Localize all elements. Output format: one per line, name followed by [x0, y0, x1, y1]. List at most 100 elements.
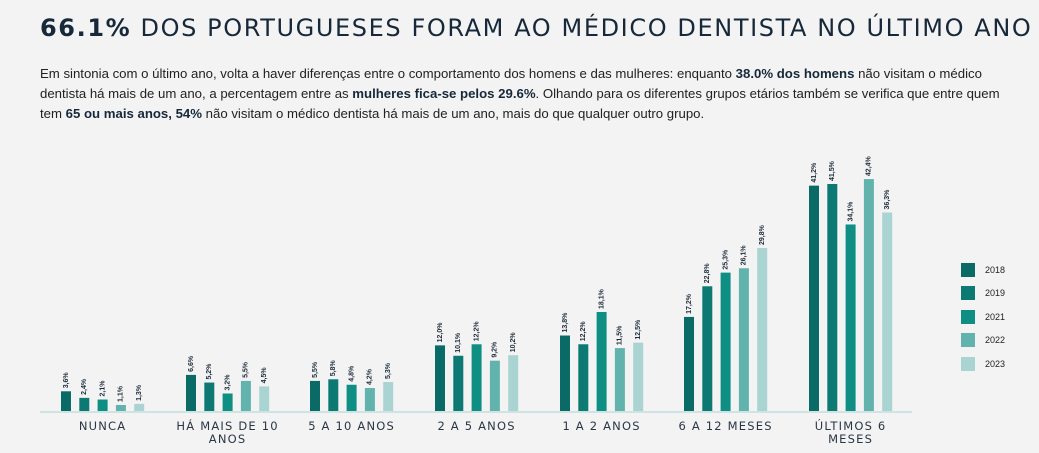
category-label-line: 1 A 2 ANOS	[562, 419, 641, 433]
data-label-2018-2: 5,5%	[312, 361, 319, 378]
data-label-2018-6: 41,2%	[811, 162, 818, 183]
intro-text-3: . Olhando para os diferentes grupos etár…	[40, 86, 1000, 121]
bar-2023-1	[259, 386, 270, 411]
bar-2021-3	[471, 344, 482, 411]
data-label-2021-6: 34,1%	[847, 201, 854, 222]
legend-swatch	[961, 262, 975, 277]
category-label-2: 5 A 10 ANOS	[292, 420, 412, 433]
bar-2022-6	[863, 179, 874, 411]
data-label-2023-1: 4,5%	[261, 367, 268, 384]
data-label-2022-2: 4,2%	[367, 368, 374, 385]
data-label-2023-5: 29,8%	[759, 224, 766, 245]
bar-2019-0	[79, 397, 90, 411]
bar-2022-5	[738, 268, 749, 411]
data-label-2022-0: 1,1%	[118, 385, 125, 402]
category-label-line: 2 A 5 ANOS	[437, 419, 516, 433]
bar-2023-4	[633, 342, 644, 411]
bar-2019-3	[453, 355, 464, 411]
data-label-2019-0: 2,4%	[81, 378, 88, 395]
data-label-2023-2: 5,3%	[385, 362, 392, 379]
legend-item-2022: 2022	[961, 329, 1005, 353]
bar-2023-3	[508, 355, 519, 411]
bar-2018-3	[435, 345, 445, 411]
bar-2023-5	[757, 247, 768, 411]
data-label-2018-5: 17,2%	[686, 293, 693, 314]
bar-2021-1	[222, 393, 233, 411]
data-label-2022-3: 9,2%	[492, 341, 499, 358]
bar-2021-6	[845, 224, 856, 411]
data-label-2023-0: 1,3%	[136, 384, 143, 401]
bar-2019-2	[328, 379, 339, 411]
intro-text-2: não visitam o médico dentista há mais de…	[40, 66, 982, 101]
category-label-line: 6 A 12 MESES	[678, 419, 773, 433]
category-label-6: ÚLTIMOS 6 MESES	[791, 420, 911, 446]
bar-2018-1	[186, 374, 196, 411]
legend-swatch	[961, 286, 975, 301]
bar-2023-0	[134, 403, 145, 411]
legend-item-2021: 2021	[961, 305, 1005, 329]
intro-text-4: não visitam o médico dentista há mais de…	[202, 106, 705, 121]
data-label-2021-5: 25,3%	[722, 249, 729, 270]
bar-2018-0	[61, 391, 71, 411]
intro-bold-1: 38.0% dos homens	[735, 66, 855, 81]
data-label-2019-1: 5,2%	[206, 363, 213, 380]
data-label-2021-3: 12,2%	[473, 321, 480, 342]
data-label-2022-6: 42,4%	[866, 155, 873, 176]
intro-paragraph: Em sintonia com o último ano, volta a ha…	[40, 64, 1000, 124]
bar-2018-5	[684, 316, 694, 411]
data-label-2023-6: 36,3%	[884, 189, 891, 210]
data-label-2023-4: 12,5%	[635, 319, 642, 340]
data-label-2022-4: 11,5%	[617, 325, 624, 345]
bar-2022-3	[489, 360, 500, 411]
title-text: DOS PORTUGUESES FORAM AO MÉDICO DENTISTA…	[140, 14, 1033, 42]
page-title: 66.1% DOS PORTUGUESES FORAM AO MÉDICO DE…	[40, 14, 1032, 42]
legend-swatch	[961, 333, 975, 348]
category-label-line: 5 A 10 ANOS	[308, 419, 395, 433]
data-label-2022-5: 26,1%	[741, 245, 748, 266]
legend-swatch	[961, 309, 975, 324]
data-label-2021-2: 4,8%	[348, 365, 355, 382]
intro-bold-3: 65 ou mais anos, 54%	[65, 106, 202, 121]
intro-bold-2: mulheres fica-se pelos 29.6%	[352, 86, 536, 101]
category-label-line: HÁ MAIS DE 10	[176, 419, 279, 433]
bar-2018-2	[310, 380, 320, 411]
data-label-2019-5: 22,8%	[704, 263, 711, 284]
category-label-line: ÚLTIMOS 6 MESES	[814, 419, 887, 446]
title-highlight: 66.1%	[40, 14, 132, 42]
bar-2019-5	[702, 286, 713, 411]
data-label-2018-3: 12,0%	[437, 322, 444, 343]
legend-label: 2021	[985, 311, 1006, 322]
category-label-line: NUNCA	[78, 419, 127, 433]
data-label-2021-0: 2,1%	[99, 380, 106, 397]
category-label-1: HÁ MAIS DE 10 ANOS	[168, 420, 288, 446]
bar-2022-2	[364, 388, 375, 411]
data-label-2019-4: 12,2%	[580, 321, 587, 342]
bar-2023-2	[383, 382, 394, 411]
bar-2021-4	[596, 311, 607, 411]
legend-label: 2023	[985, 358, 1006, 369]
legend-label: 2018	[985, 264, 1006, 275]
data-label-2019-3: 10,1%	[455, 332, 462, 353]
category-label-3: 2 A 5 ANOS	[417, 420, 537, 433]
bar-2019-4	[578, 344, 589, 411]
bar-2023-6	[882, 212, 893, 411]
bar-2021-5	[720, 272, 731, 411]
bar-chart: 3,6% 6,6% 5,5% 12,0% 13,8% 17,2% 41,2% 2,4% 5,2%…	[40, 155, 912, 413]
bar-2021-2	[346, 384, 357, 411]
legend-label: 2019	[985, 288, 1006, 299]
data-label-2018-1: 6,6%	[188, 355, 195, 372]
bar-2022-1	[240, 380, 251, 411]
bar-2019-6	[827, 184, 838, 411]
bar-2018-6	[809, 185, 819, 411]
data-label-2021-1: 3,2%	[224, 374, 231, 391]
intro-text-1: Em sintonia com o último ano, volta a ha…	[40, 66, 736, 81]
category-label-5: 6 A 12 MESES	[666, 420, 786, 433]
data-label-2023-3: 10,2%	[510, 332, 517, 353]
data-label-2022-1: 5,5%	[243, 361, 250, 378]
data-label-2018-4: 13,8%	[562, 312, 569, 333]
data-label-2019-2: 5,8%	[330, 360, 337, 377]
bar-2018-4	[560, 335, 570, 411]
legend-item-2023: 2023	[961, 352, 1005, 376]
bar-2022-0	[115, 404, 126, 411]
legend: 2018 2019 2021 2022 2023	[961, 258, 1005, 376]
